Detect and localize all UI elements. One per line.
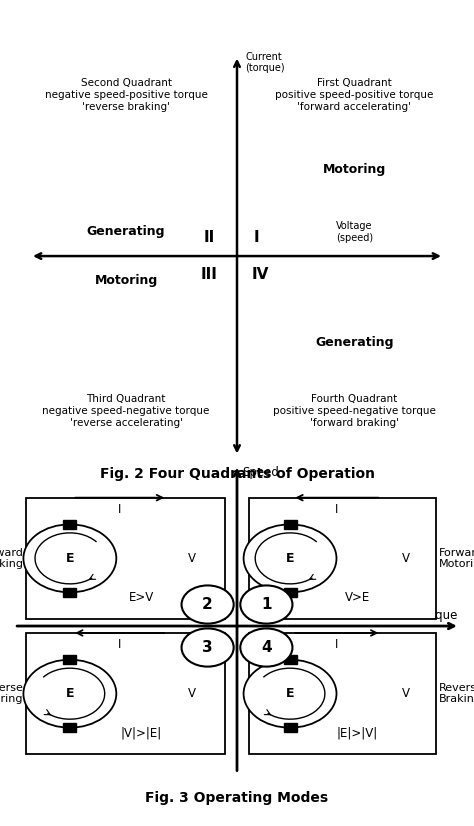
Bar <box>64 520 76 529</box>
Text: E: E <box>65 552 74 565</box>
Circle shape <box>23 525 116 592</box>
Text: E: E <box>286 687 294 700</box>
Text: IV: IV <box>252 267 269 282</box>
Circle shape <box>244 660 337 728</box>
Circle shape <box>23 660 116 728</box>
Text: E: E <box>65 687 74 700</box>
Bar <box>26 497 225 620</box>
Text: E>V: E>V <box>129 591 154 604</box>
Text: V: V <box>187 687 195 700</box>
Text: Voltage
(speed): Voltage (speed) <box>336 221 373 243</box>
Text: Motoring: Motoring <box>323 163 386 176</box>
Text: I: I <box>335 638 338 651</box>
Circle shape <box>182 629 234 667</box>
Circle shape <box>240 586 292 624</box>
Bar <box>64 655 76 664</box>
Text: I: I <box>118 503 121 516</box>
Text: II: II <box>204 230 215 245</box>
Text: Generating: Generating <box>87 225 165 238</box>
Circle shape <box>240 629 292 667</box>
Text: V>E: V>E <box>345 591 370 604</box>
Bar <box>64 587 76 597</box>
Bar <box>283 587 297 597</box>
Bar <box>283 520 297 529</box>
Text: I: I <box>118 638 121 651</box>
Text: V: V <box>401 552 410 565</box>
Text: Second Quadrant
negative speed-positive torque
'reverse braking': Second Quadrant negative speed-positive … <box>45 78 208 112</box>
Circle shape <box>244 525 337 592</box>
Text: Fig. 2 Four Quadrants of Operation: Fig. 2 Four Quadrants of Operation <box>100 467 374 481</box>
Bar <box>249 497 436 620</box>
Text: V: V <box>401 687 410 700</box>
Bar <box>249 633 436 754</box>
Text: E: E <box>286 552 294 565</box>
Text: 3: 3 <box>202 640 213 655</box>
Text: Third Quadrant
negative speed-negative torque
'reverse accelerating': Third Quadrant negative speed-negative t… <box>42 394 210 428</box>
Text: Motoring: Motoring <box>94 274 158 287</box>
Text: 1: 1 <box>261 597 272 612</box>
Text: Torque: Torque <box>418 609 457 622</box>
Text: First Quadrant
positive speed-positive torque
'forward accelerating': First Quadrant positive speed-positive t… <box>275 78 434 112</box>
Text: Reverse
Braking: Reverse Braking <box>438 683 474 705</box>
Text: |V|>|E|: |V|>|E| <box>121 726 162 739</box>
Text: 2: 2 <box>202 597 213 612</box>
Text: Reverse
Motoring: Reverse Motoring <box>0 683 24 705</box>
Text: Forward
Braking: Forward Braking <box>0 548 24 569</box>
Text: I: I <box>335 503 338 516</box>
Text: Speed: Speed <box>243 467 280 479</box>
Text: |E|>|V|: |E|>|V| <box>337 726 378 739</box>
Text: III: III <box>201 267 218 282</box>
Text: Fig. 3 Operating Modes: Fig. 3 Operating Modes <box>146 791 328 805</box>
Bar <box>283 655 297 664</box>
Bar <box>64 723 76 733</box>
Text: Fourth Quadrant
positive speed-negative torque
'forward braking': Fourth Quadrant positive speed-negative … <box>273 394 436 428</box>
Circle shape <box>182 586 234 624</box>
Text: V: V <box>187 552 195 565</box>
Bar <box>283 723 297 733</box>
Text: 4: 4 <box>261 640 272 655</box>
Text: I: I <box>254 230 259 245</box>
Text: Current
(torque): Current (torque) <box>246 52 285 74</box>
Text: Generating: Generating <box>315 336 393 349</box>
Text: Forward
Motoring: Forward Motoring <box>438 548 474 569</box>
Bar <box>26 633 225 754</box>
